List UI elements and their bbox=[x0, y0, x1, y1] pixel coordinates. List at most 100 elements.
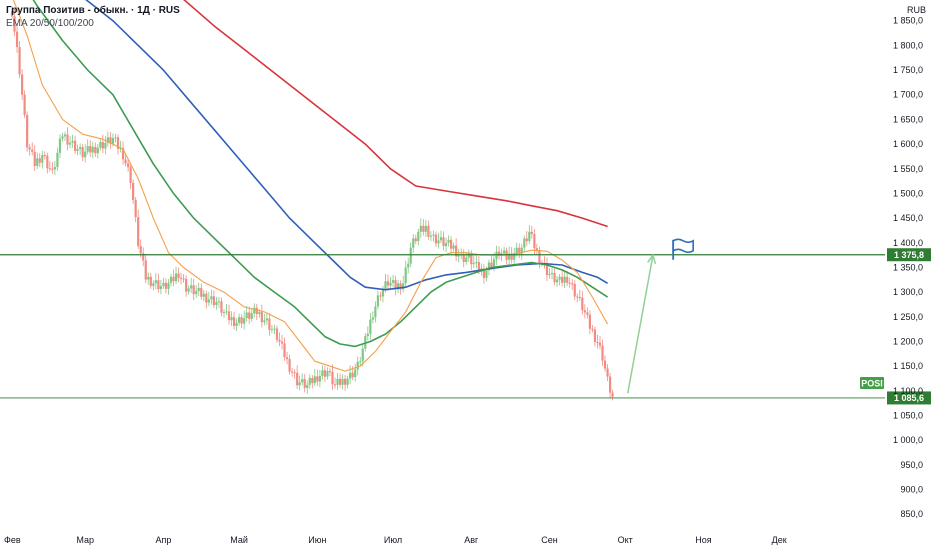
y-tick-label: 850,0 bbox=[900, 509, 923, 519]
candle-body bbox=[220, 301, 223, 313]
candle-body bbox=[356, 361, 359, 370]
candle-body bbox=[311, 378, 314, 384]
candle-body bbox=[142, 253, 145, 261]
chart-title: Группа Позитив - обыкн. · 1Д · RUS bbox=[6, 5, 180, 16]
candle-body bbox=[462, 254, 465, 262]
candle-body bbox=[523, 238, 526, 248]
candle-body bbox=[472, 263, 475, 265]
candle-body bbox=[38, 158, 41, 163]
x-tick-label: Апр bbox=[155, 535, 171, 545]
candle-body bbox=[568, 282, 571, 284]
candle-body bbox=[91, 146, 94, 153]
candle-body bbox=[490, 262, 493, 267]
candle-body bbox=[437, 240, 440, 244]
indicator-legend[interactable]: EMA 20/50/100/200 bbox=[6, 18, 94, 29]
candle-body bbox=[121, 148, 125, 160]
candle-body bbox=[538, 250, 541, 264]
candle-body bbox=[391, 280, 395, 283]
candle-body bbox=[207, 299, 210, 303]
candle-body bbox=[13, 16, 16, 32]
candle-body bbox=[444, 242, 448, 247]
candle-body bbox=[449, 239, 453, 249]
candle-body bbox=[485, 270, 488, 278]
drawings-layer[interactable] bbox=[627, 238, 694, 394]
candle-body bbox=[109, 137, 112, 144]
x-axis[interactable]: Фев Мар Апр Май Июн Июл Авг Сен Окт Ноя Дек bbox=[4, 535, 787, 545]
candle-body bbox=[144, 260, 147, 280]
candle-body bbox=[283, 343, 286, 358]
candle-body bbox=[79, 147, 82, 150]
candle-body bbox=[147, 276, 150, 280]
candle-body bbox=[129, 167, 132, 183]
level-price-badge bbox=[887, 248, 931, 262]
candle-body bbox=[502, 250, 506, 254]
candle-body bbox=[389, 282, 392, 286]
ticker-badge bbox=[860, 376, 884, 389]
candle-body bbox=[232, 317, 236, 326]
candle-body bbox=[424, 225, 427, 232]
trend-arrow[interactable] bbox=[627, 254, 654, 394]
candle-body bbox=[409, 247, 412, 264]
candle-body bbox=[106, 137, 109, 143]
candle-body bbox=[43, 155, 46, 157]
candle-body bbox=[26, 115, 29, 148]
candle-body bbox=[202, 293, 205, 297]
candle-body bbox=[344, 378, 347, 385]
y-tick-label: 1 150,0 bbox=[893, 361, 923, 371]
candle-body bbox=[402, 283, 405, 290]
candle-body bbox=[442, 237, 445, 247]
candle-body bbox=[535, 248, 538, 251]
x-tick-label: Авг bbox=[464, 535, 479, 545]
candle-body bbox=[149, 276, 152, 287]
candle-body bbox=[255, 307, 258, 315]
candle-body bbox=[258, 312, 261, 315]
candle-body bbox=[316, 376, 319, 382]
y-axis[interactable]: 1 850,0 1 800,0 1 750,0 1 700,0 1 650,0 1 600… bbox=[893, 16, 923, 519]
candle-body bbox=[361, 348, 364, 362]
candle-body bbox=[374, 306, 377, 318]
candle-body bbox=[134, 200, 137, 218]
candle-body bbox=[187, 288, 190, 292]
candle-body bbox=[351, 372, 354, 378]
ema200-line bbox=[183, 0, 608, 228]
candle-body bbox=[240, 317, 243, 324]
candle-body bbox=[397, 283, 400, 290]
candle-body bbox=[48, 168, 51, 170]
ema-layer bbox=[12, 0, 609, 372]
candle-body bbox=[467, 253, 470, 258]
level-price-badge bbox=[887, 391, 931, 405]
candle-body bbox=[250, 313, 253, 319]
levels-layer: 1 375,8 1 085,6 POSI bbox=[0, 248, 931, 405]
candle-body bbox=[63, 134, 67, 137]
candle-body bbox=[434, 234, 438, 244]
x-tick-label: Май bbox=[230, 535, 248, 545]
candle-body bbox=[349, 372, 352, 379]
candle-body bbox=[101, 142, 104, 149]
candle-body bbox=[119, 148, 122, 150]
candle-body bbox=[89, 146, 92, 153]
flag-icon[interactable] bbox=[672, 238, 694, 254]
candle-body bbox=[338, 378, 342, 385]
currency-label: RUB bbox=[906, 5, 926, 15]
candle-body bbox=[111, 138, 115, 144]
ema50-line bbox=[32, 0, 609, 348]
x-tick-label: Дек bbox=[772, 535, 787, 545]
level-price-label: 1 085,6 bbox=[894, 393, 924, 403]
candle-body bbox=[116, 137, 120, 149]
candle-body bbox=[386, 281, 390, 286]
candle-body bbox=[328, 371, 332, 373]
candle-body bbox=[323, 370, 327, 377]
candle-body bbox=[68, 142, 72, 145]
candle-body bbox=[439, 237, 443, 241]
candle-body bbox=[51, 168, 54, 170]
candle-body bbox=[53, 167, 56, 170]
candle-body bbox=[548, 274, 551, 276]
candle-body bbox=[432, 234, 435, 236]
candle-body bbox=[36, 158, 39, 167]
candle-body bbox=[114, 137, 117, 139]
y-tick-label: 1 350,0 bbox=[893, 262, 923, 272]
candle-body bbox=[530, 231, 533, 235]
candle-body bbox=[291, 371, 294, 373]
candle-body bbox=[235, 322, 238, 326]
